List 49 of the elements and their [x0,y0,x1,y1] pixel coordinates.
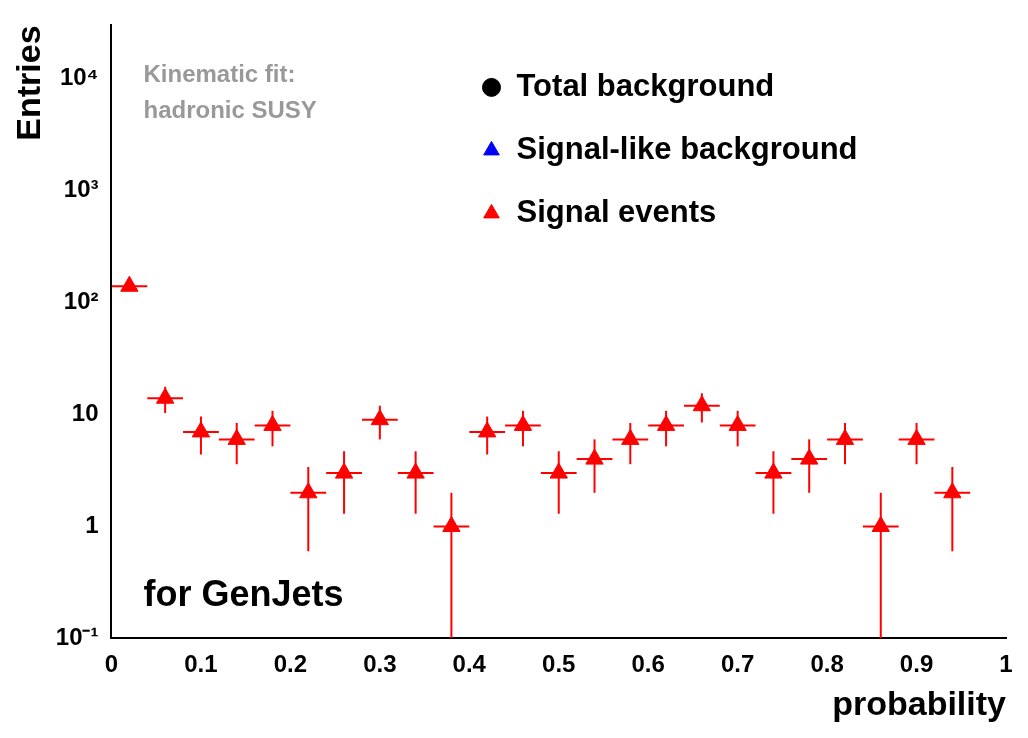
point [871,515,890,532]
point [692,395,712,412]
x-tick-label: 0.2 [273,650,308,678]
annotation: for GenJets [143,573,344,615]
point [513,414,533,431]
legend-label: Total background [516,67,775,103]
point [227,428,246,445]
point [943,482,962,499]
point [728,414,747,431]
x-tick-label: 0.3 [363,650,397,678]
point [621,428,640,445]
legend-label: Signal-like background [516,130,858,166]
x-tick-label: 0.7 [720,650,755,678]
y-tick-label: 10⁻¹ [55,623,99,651]
point [835,428,855,445]
x-tick-label: 0.8 [810,650,844,678]
y-tick-label: 10² [63,287,99,315]
x-tick-label: 1 [999,650,1013,678]
x-tick-label: 0.6 [631,650,665,678]
point [656,414,676,431]
x-tick-label: 0.1 [184,650,218,678]
point [120,275,139,292]
annotation: hadronic SUSY [143,96,317,124]
x-tick-label: 0.5 [542,650,576,678]
y-axis-title: Entries [8,25,47,141]
point [764,462,783,479]
point [334,462,354,479]
point [191,421,211,438]
point [800,448,819,465]
x-tick-label: 0.4 [452,650,487,678]
x-tick-label: 0 [104,650,119,678]
y-tick-label: 10⁴ [59,63,99,91]
legend-label: Signal events [516,193,717,229]
y-tick-label: 1 [85,511,99,539]
point [370,409,389,426]
x-axis-title: probability [832,683,1007,722]
point [478,421,497,438]
x-tick-label: 0.9 [899,650,934,678]
y-tick-label: 10 [71,399,99,427]
point [442,515,461,532]
point [585,448,604,465]
point [156,387,175,404]
point [406,462,425,479]
point [263,414,282,431]
point [299,482,318,499]
y-tick-label: 10³ [63,175,99,203]
point [549,462,568,479]
annotation: Kinematic fit: [143,60,296,88]
point [907,428,926,445]
